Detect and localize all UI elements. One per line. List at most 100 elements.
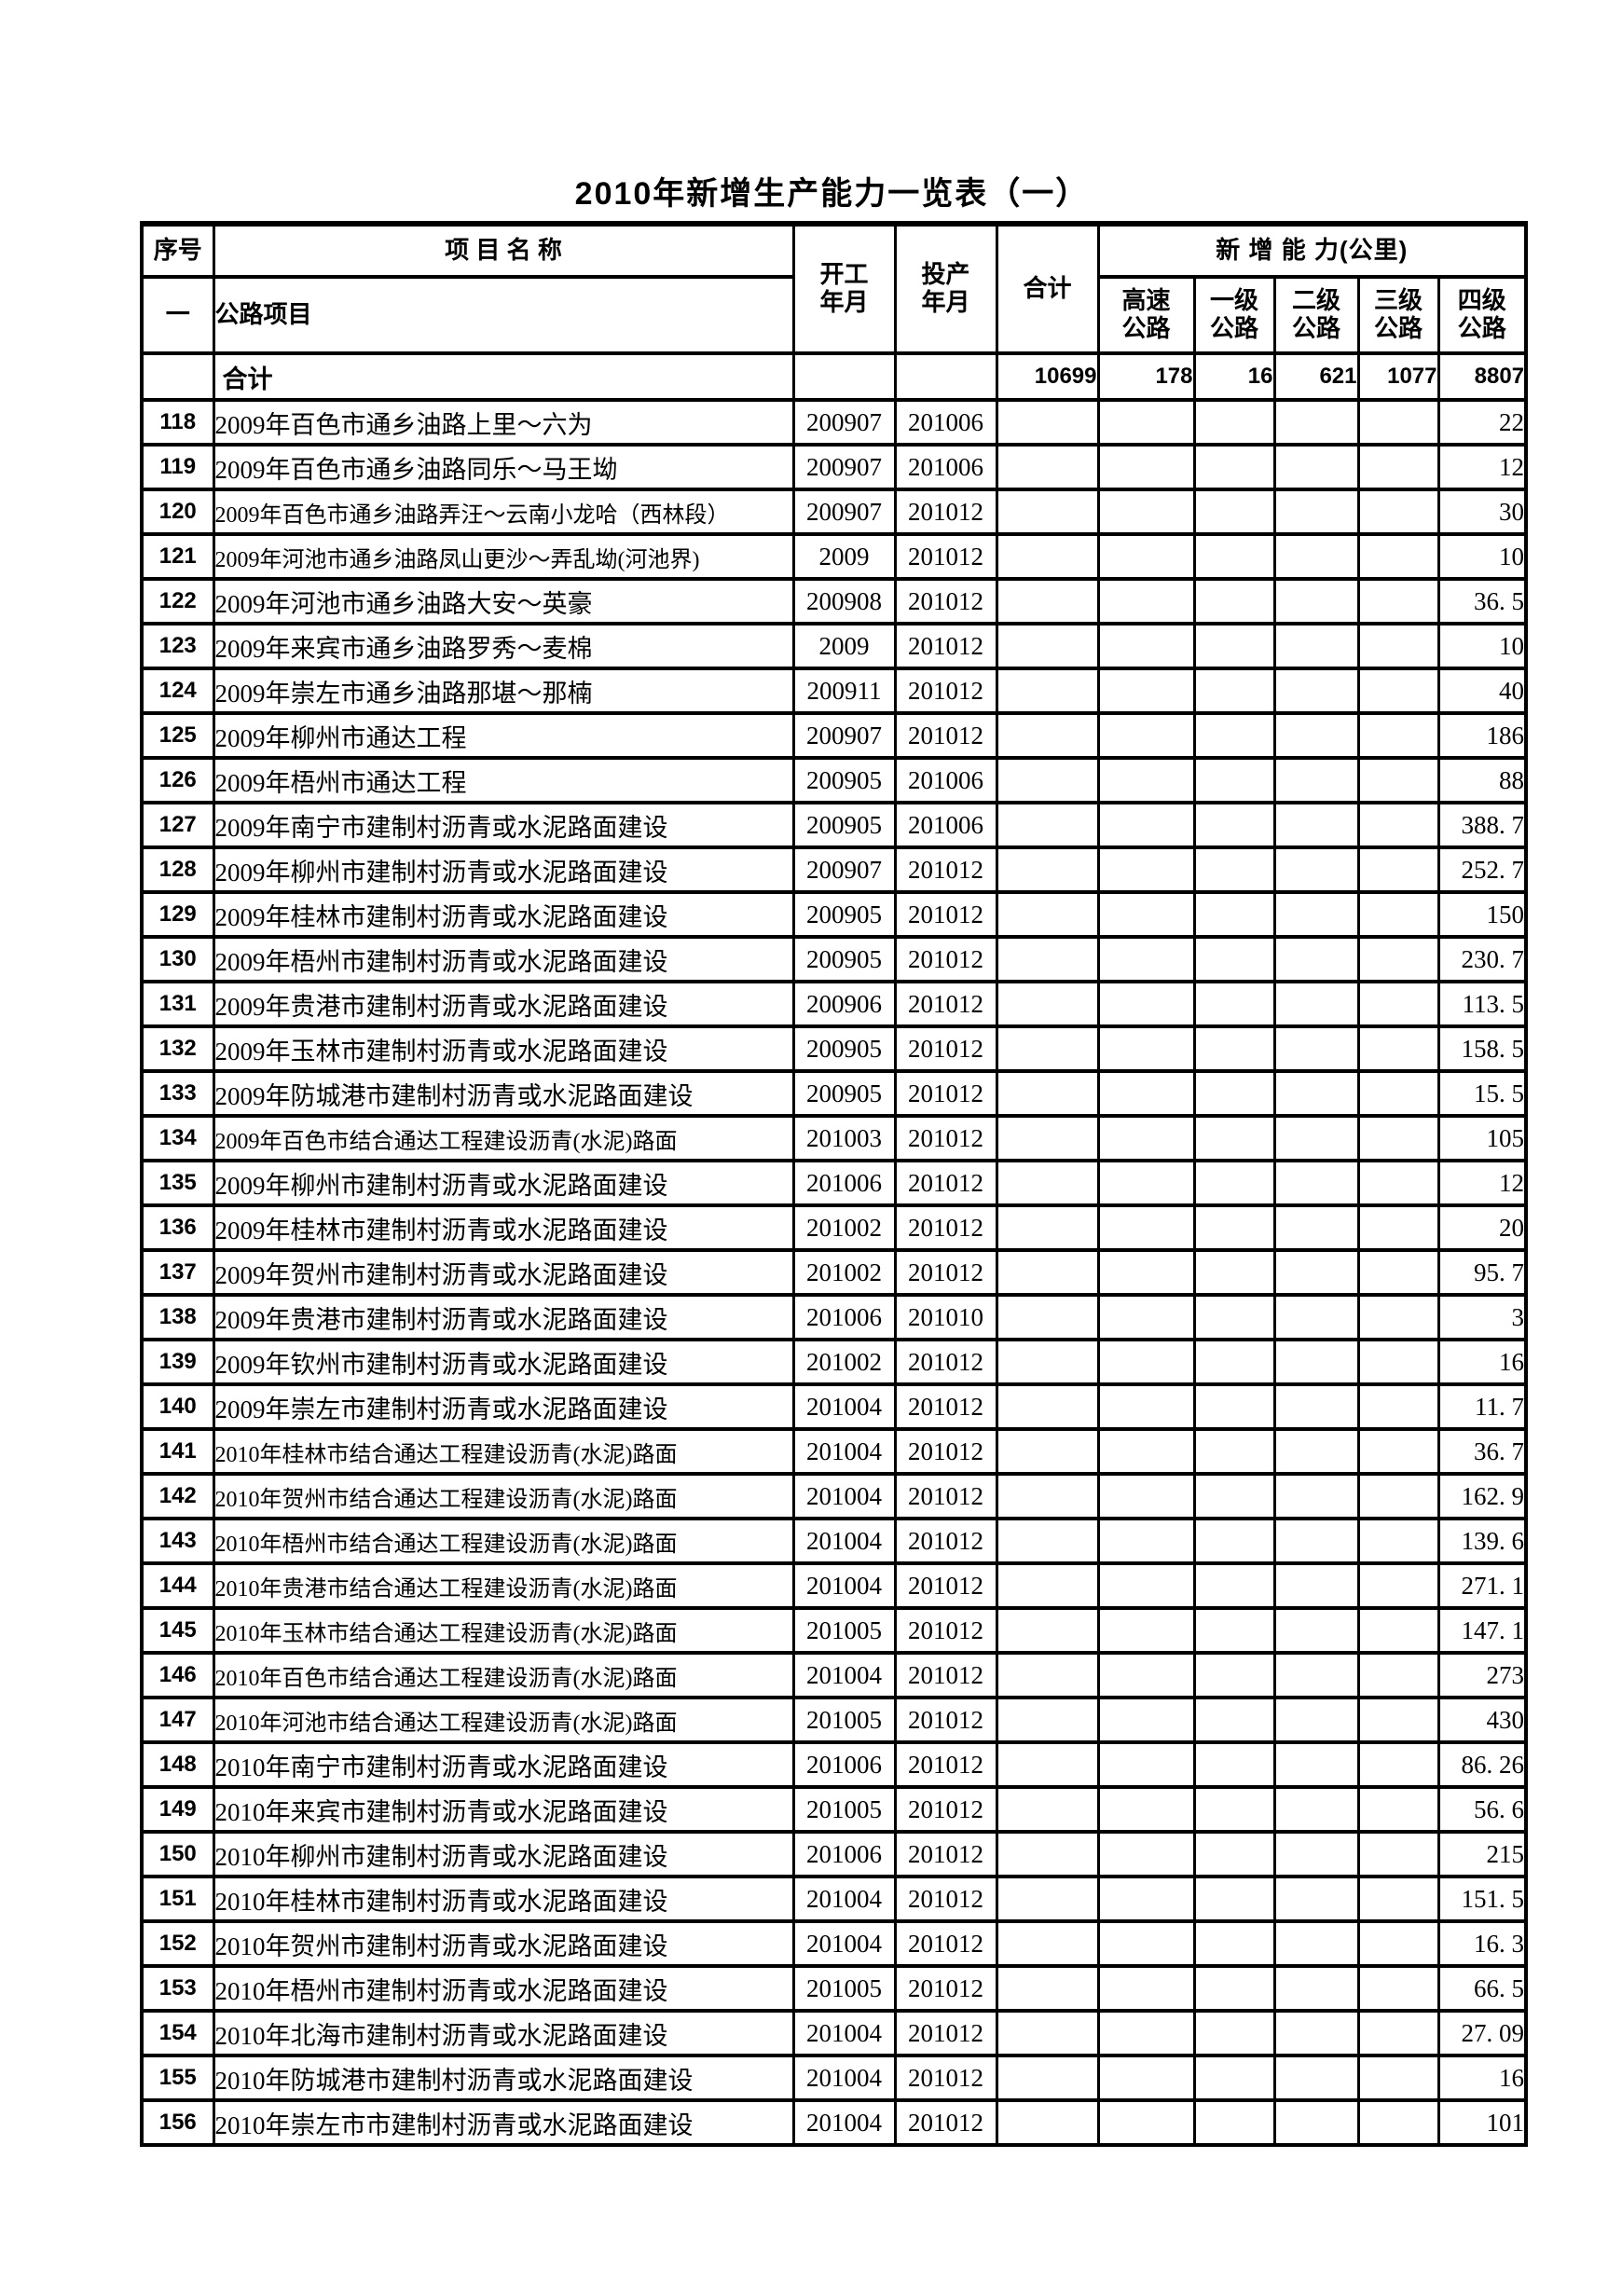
row-expressway-cell (1096, 935, 1196, 983)
row-grade2-cell (1272, 890, 1360, 939)
row-total-cell (995, 1382, 1100, 1431)
row-start-date-cell: 200907 (791, 398, 897, 447)
row-grade2-cell (1272, 801, 1360, 849)
table-row: 152 2010年贺州市建制村沥青或水泥路面建设 201004 201012 16. 3 (140, 1919, 1528, 1968)
row-seq-cell: 136 (140, 1203, 215, 1252)
row-grade2-cell (1272, 1159, 1360, 1207)
row-grade2-cell (1272, 711, 1360, 760)
row-grade1-cell (1192, 846, 1276, 894)
row-grade1-cell (1192, 890, 1276, 939)
row-grade4-cell: 86. 26 (1436, 1740, 1528, 1789)
table-row: 129 2009年桂林市建制村沥青或水泥路面建设 200905 201012 150 (140, 890, 1528, 939)
row-grade2-cell (1272, 1248, 1360, 1297)
header-seq: 序号 (140, 222, 215, 279)
row-grade3-cell (1356, 980, 1440, 1028)
row-project-name-cell: 2009年崇左市建制村沥青或水泥路面建设 (212, 1382, 795, 1431)
row-start-date-cell: 201002 (791, 1203, 897, 1252)
row-project-name-cell: 2010年贺州市结合通达工程建设沥青(水泥)路面 (212, 1472, 795, 1520)
row-start-date-cell: 201006 (791, 1830, 897, 1878)
row-seq-cell: 131 (140, 980, 215, 1028)
row-expressway-cell (1096, 1427, 1196, 1476)
total-expressway-cell: 178 (1096, 351, 1196, 402)
row-grade1-cell (1192, 1427, 1276, 1476)
row-grade4-cell: 150 (1436, 890, 1528, 939)
row-expressway-cell (1096, 1382, 1196, 1431)
row-total-cell (995, 756, 1100, 804)
row-grade2-cell (1272, 846, 1360, 894)
row-expressway-cell (1096, 1472, 1196, 1520)
row-project-name-cell: 2009年柳州市建制村沥青或水泥路面建设 (212, 846, 795, 894)
row-expressway-cell (1096, 1561, 1196, 1610)
row-expressway-cell (1096, 756, 1196, 804)
row-grade3-cell (1356, 1248, 1440, 1297)
total-grade3-cell: 1077 (1356, 351, 1440, 402)
row-project-name-cell: 2009年柳州市通达工程 (212, 711, 795, 760)
row-total-cell (995, 1114, 1100, 1162)
row-grade3-cell (1356, 756, 1440, 804)
row-grade4-cell: 30 (1436, 488, 1528, 536)
row-grade3-cell (1356, 1606, 1440, 1655)
row-start-date-cell: 201004 (791, 2098, 897, 2147)
row-grade1-cell (1192, 935, 1276, 983)
row-start-date-cell: 201004 (791, 2009, 897, 2057)
header-row-1: 序号 项 目 名 称 开工 年月 投产 年月 合计 新 增 能 力(公里) (140, 222, 1528, 355)
row-grade3-cell (1356, 1964, 1440, 2013)
row-expressway-cell (1096, 622, 1196, 670)
total-end-date-cell (893, 351, 998, 402)
row-project-name-cell: 2009年河池市通乡油路凤山更沙～弄乱坳(河池界) (212, 532, 795, 581)
row-total-cell (995, 532, 1100, 581)
row-seq-cell: 125 (140, 711, 215, 760)
table-row: 124 2009年崇左市通乡油路那堪～那楠 200911 201012 40 (140, 667, 1528, 715)
row-grade1-cell (1192, 398, 1276, 447)
table-row: 127 2009年南宁市建制村沥青或水泥路面建设 200905 201006 388. … (140, 801, 1528, 849)
row-project-name-cell: 2009年梧州市建制村沥青或水泥路面建设 (212, 935, 795, 983)
row-grade2-cell (1272, 1382, 1360, 1431)
table-row: 126 2009年梧州市通达工程 200905 201006 88 (140, 756, 1528, 804)
row-seq-cell: 126 (140, 756, 215, 804)
row-grade1-cell (1192, 1114, 1276, 1162)
row-grade3-cell (1356, 667, 1440, 715)
row-expressway-cell (1096, 443, 1196, 491)
row-start-date-cell: 201005 (791, 1696, 897, 1744)
row-grade3-cell (1356, 1338, 1440, 1386)
row-grade3-cell (1356, 1293, 1440, 1341)
header-grade1-road: 一级 公路 (1192, 275, 1276, 355)
row-start-date-cell: 201002 (791, 1248, 897, 1297)
row-start-date-cell: 201004 (791, 1517, 897, 1565)
row-grade1-cell (1192, 1293, 1276, 1341)
row-production-date-cell: 201012 (893, 532, 998, 581)
row-seq-cell: 138 (140, 1293, 215, 1341)
row-grade1-cell (1192, 1651, 1276, 1699)
row-grade3-cell (1356, 577, 1440, 626)
row-seq-cell: 122 (140, 577, 215, 626)
row-grade2-cell (1272, 1472, 1360, 1520)
header-expressway-line2: 公路 (1121, 314, 1171, 342)
row-seq-cell: 145 (140, 1606, 215, 1655)
row-expressway-cell (1096, 1785, 1196, 1834)
row-production-date-cell: 201012 (893, 1606, 998, 1655)
row-seq-cell: 152 (140, 1919, 215, 1968)
row-total-cell (995, 1517, 1100, 1565)
row-project-name-cell: 2009年百色市通乡油路同乐～马王坳 (212, 443, 795, 491)
row-expressway-cell (1096, 711, 1196, 760)
table-row: 137 2009年贺州市建制村沥青或水泥路面建设 201002 201012 95. 7 (140, 1248, 1528, 1297)
row-grade1-cell (1192, 980, 1276, 1028)
row-grade1-cell (1192, 756, 1276, 804)
row-project-name-cell: 2010年来宾市建制村沥青或水泥路面建设 (212, 1785, 795, 1834)
row-production-date-cell: 201012 (893, 711, 998, 760)
table-row: 122 2009年河池市通乡油路大安～英豪 200908 201012 36. 5 (140, 577, 1528, 626)
row-grade2-cell (1272, 1919, 1360, 1968)
row-expressway-cell (1096, 1964, 1196, 2013)
row-grade3-cell (1356, 1159, 1440, 1207)
row-total-cell (995, 1427, 1100, 1476)
row-grade1-cell (1192, 622, 1276, 670)
row-grade4-cell: 11. 7 (1436, 1382, 1528, 1431)
section-name-cell: 公路项目 (212, 275, 795, 355)
row-seq-cell: 123 (140, 622, 215, 670)
row-grade1-cell (1192, 1203, 1276, 1252)
row-grade2-cell (1272, 532, 1360, 581)
row-total-cell (995, 1964, 1100, 2013)
table-row: 140 2009年崇左市建制村沥青或水泥路面建设 201004 201012 11. 7 (140, 1382, 1528, 1431)
row-grade2-cell (1272, 2098, 1360, 2147)
total-grade4-cell: 8807 (1436, 351, 1528, 402)
